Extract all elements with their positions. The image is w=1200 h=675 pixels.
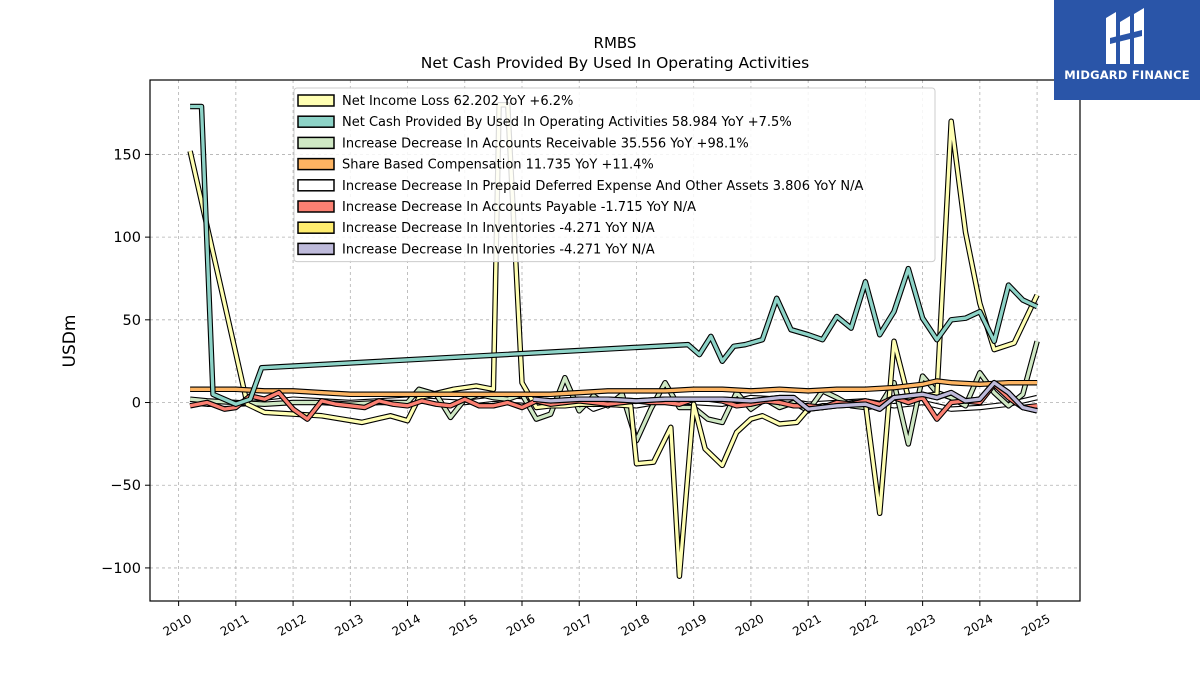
y-tick-label: 50: [123, 313, 141, 329]
legend-swatch: [297, 221, 335, 234]
legend-label: Net Income Loss 62.202 YoY +6.2%: [342, 94, 573, 109]
x-tick-label: 2020: [733, 611, 766, 638]
legend-swatch: [297, 242, 335, 256]
legend-swatch: [297, 94, 335, 107]
legend-label: Increase Decrease In Inventories -4.271 …: [342, 242, 655, 257]
x-tick-label: 2022: [847, 611, 880, 638]
legend-item-6: Increase Decrease In Inventories -4.271 …: [297, 221, 655, 236]
x-tick-label: 2016: [504, 611, 537, 638]
legend-label: Share Based Compensation 11.735 YoY +11.…: [342, 158, 654, 173]
y-tick-label: −50: [110, 478, 141, 494]
x-tick-label: 2012: [275, 611, 308, 638]
x-tick-label: 2023: [905, 611, 938, 638]
legend-swatch: [297, 157, 335, 171]
legend-swatch: [297, 200, 335, 213]
x-axis: 2010 2011 2012 2013 2014 2015 2016 2017 2018 2019…: [161, 601, 1053, 639]
series-line-7: [533, 379, 1038, 414]
x-tick-label: 2024: [962, 611, 995, 638]
x-tick-label: 2013: [332, 611, 365, 638]
legend-swatch: [297, 115, 335, 128]
legend-swatch: [297, 136, 335, 150]
legend-label: Net Cash Provided By Used In Operating A…: [342, 115, 792, 130]
x-tick-label: 2010: [161, 611, 194, 638]
brand-logo: MIDGARD FINANCE: [1054, 0, 1200, 100]
x-tick-label: 2014: [390, 611, 423, 638]
plot-frame: [149, 79, 1081, 602]
y-tick-label: 100: [113, 230, 141, 246]
legend-box: [293, 87, 936, 263]
x-tick-label: 2021: [790, 611, 823, 638]
legend-swatch: [297, 179, 335, 192]
legend-item-7: Increase Decrease In Inventories -4.271 …: [297, 242, 655, 257]
y-tick-label: 150: [113, 147, 141, 163]
brand-name: MIDGARD FINANCE: [1064, 68, 1190, 82]
x-tick-label: 2011: [218, 611, 251, 638]
legend-item-5: Increase Decrease In Accounts Payable -1…: [297, 200, 696, 215]
x-tick-label: 2015: [447, 611, 480, 638]
x-tick-label: 2017: [561, 611, 594, 638]
legend: Net Income Loss 62.202 YoY +6.2% Net Cash…: [293, 87, 936, 263]
y-tick-label: 0: [132, 396, 141, 412]
y-tick-label: −100: [101, 561, 141, 577]
x-tick-label: 2019: [676, 611, 709, 638]
x-tick-label: 2025: [1019, 611, 1052, 638]
series-path: [533, 381, 1038, 413]
legend-label: Increase Decrease In Accounts Receivable…: [342, 136, 749, 151]
legend-item-3: Share Based Compensation 11.735 YoY +11.…: [297, 157, 654, 173]
brand-mark-icon: [1106, 8, 1144, 64]
series-layer: [187, 102, 1040, 579]
legend-item-0: Net Income Loss 62.202 YoY +6.2%: [297, 94, 573, 109]
legend-item-2: Increase Decrease In Accounts Receivable…: [297, 136, 749, 151]
legend-label: Increase Decrease In Inventories -4.271 …: [342, 221, 655, 236]
y-axis-label: USDm: [60, 315, 80, 368]
y-axis: −100 −50 0 50 100 150: [101, 147, 150, 577]
legend-label: Increase Decrease In Prepaid Deferred Ex…: [342, 179, 863, 194]
series-path: [190, 379, 1038, 396]
legend-item-1: Net Cash Provided By Used In Operating A…: [297, 115, 792, 130]
legend-item-4: Increase Decrease In Prepaid Deferred Ex…: [297, 179, 863, 194]
chart-subtitle: Net Cash Provided By Used In Operating A…: [421, 54, 809, 72]
legend-label: Increase Decrease In Accounts Payable -1…: [342, 200, 696, 215]
x-tick-label: 2018: [619, 611, 652, 638]
series-line-1: [190, 103, 1039, 407]
chart-title: RMBS: [594, 34, 637, 52]
series-line-3: [190, 378, 1038, 398]
series-path: [190, 104, 1038, 406]
